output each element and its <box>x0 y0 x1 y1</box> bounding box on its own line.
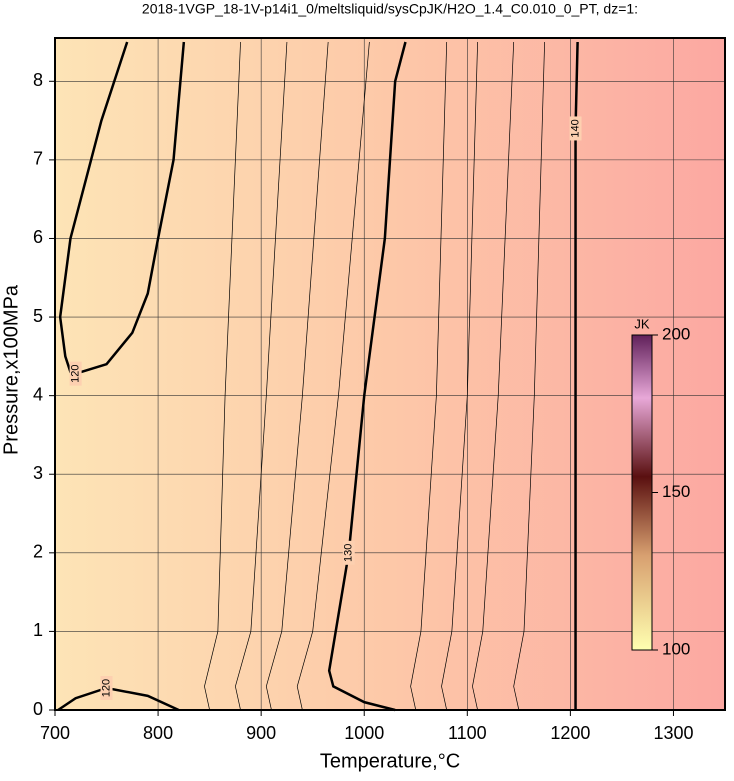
contour-label: 120 <box>100 679 112 697</box>
y-tick-label: 1 <box>33 620 43 640</box>
y-tick-label: 8 <box>33 70 43 90</box>
colorbar-title: JK <box>634 316 650 331</box>
contour-label: 140 <box>569 119 581 137</box>
x-tick-label: 700 <box>40 723 70 743</box>
contour-label-bg <box>69 361 82 386</box>
x-tick-label: 800 <box>143 723 173 743</box>
contour-label: 120 <box>70 364 82 382</box>
contour-label-bg <box>342 540 355 565</box>
colorbar-tick-label: 100 <box>662 639 690 658</box>
contour-line <box>410 41 448 711</box>
x-tick-label: 1300 <box>653 723 693 743</box>
x-tick-label: 1100 <box>448 723 487 743</box>
y-tick-label: 5 <box>33 306 43 326</box>
contour-line <box>441 41 478 711</box>
contour-line <box>513 41 545 711</box>
y-axis-label: Pressure,x100MPa <box>0 284 22 455</box>
contour-label-bg <box>100 675 113 700</box>
contour-line <box>265 41 329 711</box>
x-tick-label: 1200 <box>550 723 590 743</box>
contour-label: 130 <box>343 544 355 562</box>
contour-line <box>472 41 515 711</box>
y-tick-label: 4 <box>33 384 43 404</box>
plot-background <box>55 38 725 710</box>
y-tick-label: 2 <box>33 542 43 562</box>
contour-line <box>296 41 370 711</box>
contour-line <box>235 41 288 711</box>
colorbar <box>631 334 653 651</box>
plot-frame <box>54 37 726 711</box>
y-tick-label: 7 <box>33 149 43 169</box>
colorbar-tick-label: 200 <box>662 324 690 343</box>
x-tick-label: 1000 <box>344 723 384 743</box>
contour-line <box>204 41 241 711</box>
y-tick-label: 0 <box>33 699 43 719</box>
contour-label-bg <box>569 116 582 141</box>
contour-line <box>574 41 579 710</box>
y-tick-label: 6 <box>33 227 43 247</box>
chart-title: 2018-1VGP_18-1V-p14i1_0/meltsliquid/sysC… <box>142 1 638 17</box>
x-tick-label: 900 <box>246 723 276 743</box>
colorbar-tick-label: 150 <box>662 482 690 501</box>
x-axis-label: Temperature,°C <box>320 750 460 772</box>
y-tick-label: 3 <box>33 463 43 483</box>
